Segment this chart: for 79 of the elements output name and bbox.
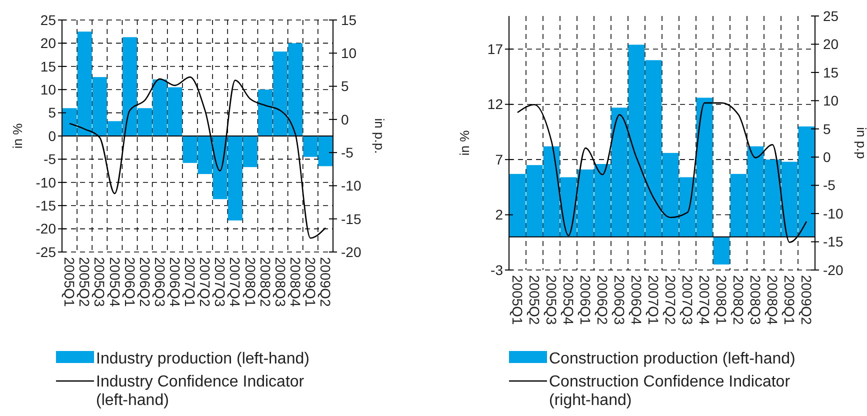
y2-tick-label: 20 (823, 36, 839, 52)
x-tick-label: 2005Q2 (76, 257, 93, 308)
x-tick-label: 2006Q4 (167, 257, 184, 308)
x-tick-label: 2006Q3 (152, 257, 168, 308)
legend-label: Industry production (left-hand) (96, 350, 310, 368)
y2-axis-title: in p.p (854, 127, 867, 159)
x-tick-label: 2007Q1 (182, 257, 198, 308)
y-axis-title: in % (457, 130, 472, 156)
x-tick-label: 2007Q2 (662, 275, 679, 326)
x-tick-label: 2009Q2 (798, 275, 815, 326)
y-tick-label: -25 (36, 244, 56, 260)
x-tick-label: 2007Q4 (696, 275, 713, 326)
x-tick-label: 2006Q1 (122, 257, 138, 308)
y-tick-label: 7 (495, 151, 504, 168)
y2-tick-label: -5 (341, 144, 354, 160)
y2-tick-label: 5 (823, 120, 831, 137)
legend-label: Construction production (left-hand) (549, 350, 796, 368)
y2-tick-label: -20 (823, 262, 844, 278)
x-tick-label: 2008Q2 (257, 257, 274, 308)
y-axis-title: in % (10, 122, 25, 149)
y-tick-label: -3 (490, 262, 504, 278)
y2-tick-label: 25 (823, 8, 839, 24)
legend-label: Construction Confidence Indicator (right-hand) (549, 374, 791, 409)
y-tick-label: 2 (495, 206, 504, 223)
y2-tick-label: -5 (823, 177, 836, 194)
y2-axis-title: in p.p. (372, 118, 387, 154)
x-tick-label: 2007Q3 (212, 257, 228, 308)
y-tick-label: 10 (40, 82, 56, 98)
y-tick-label: 15 (40, 58, 56, 74)
x-tick-label: 2005Q1 (510, 275, 526, 326)
y2-tick-label: 15 (823, 64, 839, 80)
x-tick-label: 2008Q3 (748, 275, 764, 326)
x-tick-label: 2005Q4 (106, 257, 123, 308)
x-tick-label: 2006Q3 (612, 275, 628, 326)
x-tick-label: 2008Q4 (287, 257, 304, 308)
x-tick-label: 2008Q2 (730, 275, 747, 326)
x-tick-label: 2006Q2 (136, 257, 153, 308)
x-tick-label: 2008Q4 (764, 275, 781, 326)
y2-tick-label: -15 (823, 234, 844, 250)
x-tick-label: 2005Q4 (560, 275, 577, 326)
y2-tick-label: 10 (823, 92, 839, 109)
x-tick-label: 2008Q1 (242, 257, 258, 308)
x-tick-label: 2007Q4 (227, 257, 244, 308)
y-tick-label: -10 (36, 174, 56, 190)
x-tick-label: 2005Q2 (526, 275, 543, 326)
x-tick-label: 2006Q2 (594, 275, 611, 326)
x-tick-label: 2006Q1 (578, 275, 594, 326)
x-tick-label: 2009Q2 (318, 257, 334, 308)
y2-tick-label: 10 (341, 45, 357, 62)
y-tick-label: 17 (487, 41, 504, 58)
y2-tick-label: 5 (341, 78, 349, 94)
x-tick-label: 2005Q1 (62, 257, 78, 308)
y-tick-label: 0 (48, 128, 56, 144)
y2-tick-label: -10 (341, 178, 362, 194)
x-tick-label: 2006Q4 (628, 275, 645, 326)
x-tick-label: 2008Q3 (272, 257, 288, 308)
y2-tick-label: -15 (341, 210, 362, 227)
legend-label: Industry Confidence Indicator (left-hand) (96, 374, 305, 409)
x-tick-label: 2007Q1 (646, 275, 662, 326)
y-tick-label: 20 (40, 35, 56, 52)
y2-tick-label: -20 (341, 244, 362, 260)
x-tick-label: 2009Q1 (302, 257, 319, 308)
y-tick-label: 12 (487, 96, 504, 112)
y2-tick-label: -10 (823, 205, 844, 222)
y2-tick-label: 0 (341, 111, 349, 128)
bar (713, 236, 730, 264)
y-tick-label: 25 (40, 12, 56, 28)
x-tick-label: 2008Q1 (714, 275, 730, 326)
y2-tick-label: 15 (341, 12, 357, 28)
x-tick-label: 2007Q3 (680, 275, 696, 326)
y-tick-label: -5 (44, 151, 56, 168)
x-tick-label: 2009Q1 (782, 275, 798, 326)
y2-tick-label: 0 (823, 149, 831, 166)
x-tick-label: 2005Q3 (544, 275, 560, 326)
y-tick-label: 5 (48, 104, 56, 121)
x-tick-label: 2007Q2 (197, 257, 214, 308)
x-tick-label: 2005Q3 (92, 257, 108, 308)
y-tick-label: -15 (36, 198, 56, 214)
y-tick-label: -20 (36, 220, 56, 237)
